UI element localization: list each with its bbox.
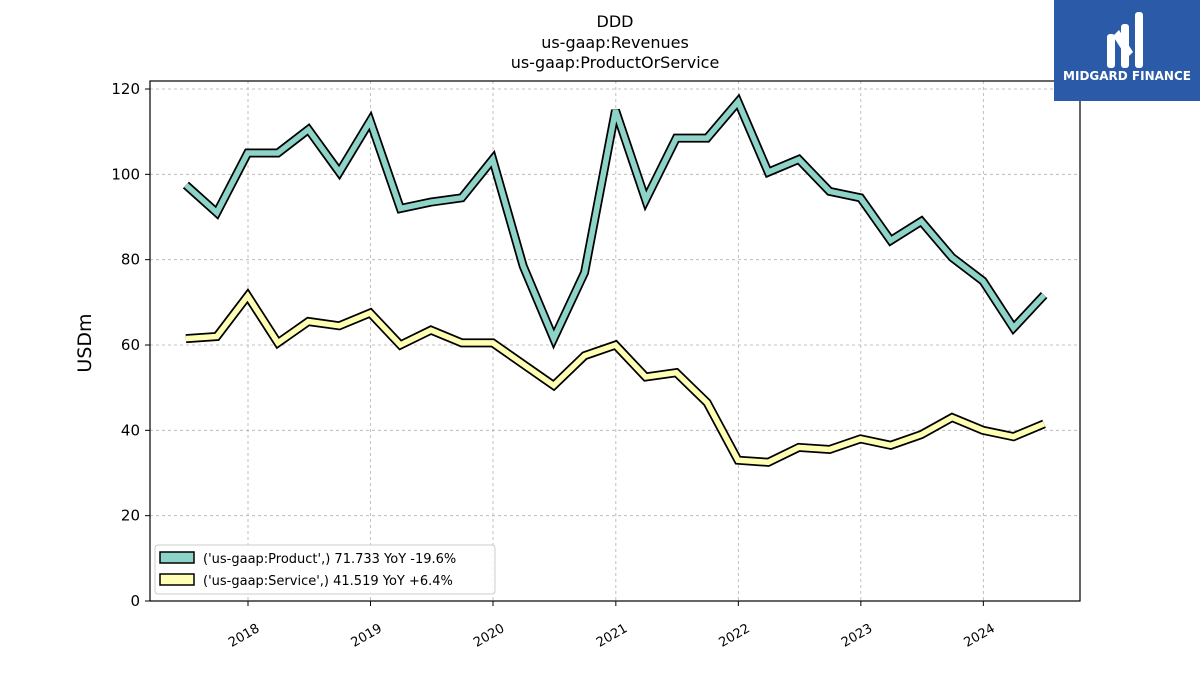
x-tick-label: 2024	[962, 621, 998, 651]
series-product	[182, 93, 1048, 350]
y-axis-label: USDm	[74, 313, 96, 372]
plot-frame	[149, 80, 1081, 602]
y-tick-label: 40	[121, 421, 140, 439]
y-tick-label: 120	[111, 80, 140, 98]
y-tick-label: 20	[121, 507, 140, 525]
series-line	[185, 291, 1046, 466]
y-tick-label: 100	[111, 165, 140, 183]
chart-title: DDD	[597, 12, 634, 31]
logo-text: MIDGARD FINANCE	[1063, 69, 1191, 83]
chart-subtitle-2: us-gaap:ProductOrService	[511, 53, 720, 72]
chart-subtitle-1: us-gaap:Revenues	[541, 33, 689, 52]
x-tick-label: 2018	[226, 621, 262, 651]
legend-swatch-service	[159, 573, 195, 586]
series-service	[185, 288, 1046, 467]
legend-swatch-product	[159, 551, 195, 564]
y-tick-label: 0	[130, 592, 140, 610]
legend-box	[154, 544, 496, 595]
x-tick-label: 2022	[717, 621, 753, 651]
y-tick-label: 60	[121, 336, 140, 354]
legend: ('us-gaap:Product',) 71.733 YoY -19.6% (…	[154, 544, 496, 595]
x-tick-label: 2020	[471, 621, 507, 651]
x-tick-label: 2023	[839, 621, 875, 651]
x-tick-label: 2019	[349, 621, 385, 651]
series-line	[184, 96, 1047, 346]
x-tick-label: 2021	[594, 621, 630, 651]
series-lines	[182, 93, 1048, 467]
legend-label-product: ('us-gaap:Product',) 71.733 YoY -19.6%	[203, 552, 456, 567]
midgard-finance-logo: MIDGARD FINANCE	[1054, 0, 1200, 101]
y-tick-label: 80	[121, 251, 140, 269]
legend-label-service: ('us-gaap:Service',) 41.519 YoY +6.4%	[203, 574, 453, 589]
logo-mark-icon	[1107, 12, 1143, 68]
